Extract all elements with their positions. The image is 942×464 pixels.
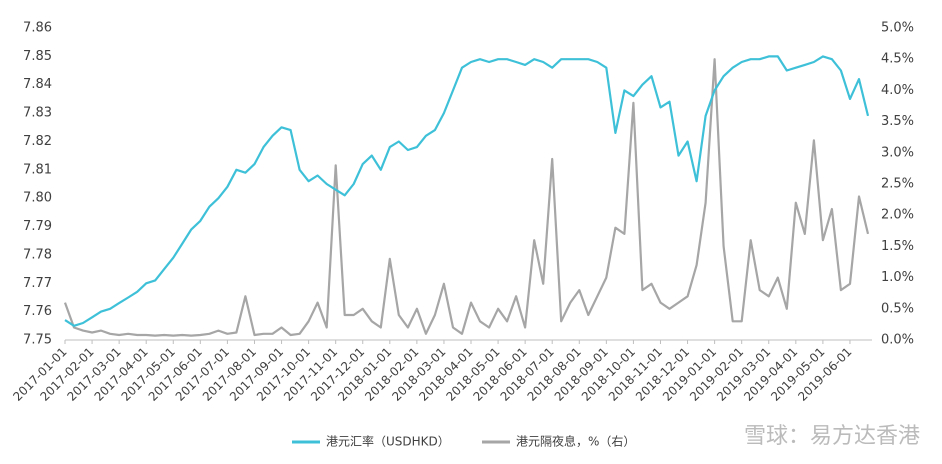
y2-tick-label: 2.0%	[881, 208, 914, 223]
series-line	[63, 58, 870, 337]
y2-tick-label: 4.0%	[881, 83, 914, 98]
y-tick-label: 7.79	[23, 219, 52, 234]
series-line	[64, 55, 870, 327]
y2-tick-label: 3.5%	[881, 114, 914, 129]
y-tick-label: 7.75	[23, 333, 52, 348]
y2-tick-label: 2.5%	[881, 177, 914, 192]
watermark: 雪球：易方达香港	[744, 424, 920, 449]
y-tick-label: 7.80	[23, 191, 52, 206]
y-tick-label: 7.85	[23, 49, 52, 64]
y2-tick-label: 5.0%	[881, 21, 914, 36]
y-tick-label: 7.86	[23, 21, 52, 36]
y-tick-label: 7.81	[23, 162, 52, 177]
y-tick-label: 7.76	[23, 304, 52, 319]
y-tick-label: 7.83	[23, 106, 52, 121]
y2-tick-label: 0.5%	[881, 301, 914, 316]
y-tick-label: 7.78	[23, 247, 52, 262]
y2-tick-label: 3.0%	[881, 145, 914, 160]
y2-tick-label: 1.5%	[881, 239, 914, 254]
y2-tick-label: 0.0%	[881, 333, 914, 348]
legend-label: 港元隔夜息，%（右）	[516, 434, 635, 449]
y2-tick-label: 1.0%	[881, 270, 914, 285]
y-tick-label: 7.77	[23, 276, 52, 291]
y2-tick-label: 4.5%	[881, 52, 914, 67]
y-tick-label: 7.82	[23, 134, 52, 149]
y-tick-label: 7.84	[23, 77, 52, 92]
legend-label: 港元汇率（USDHKD）	[326, 434, 450, 449]
